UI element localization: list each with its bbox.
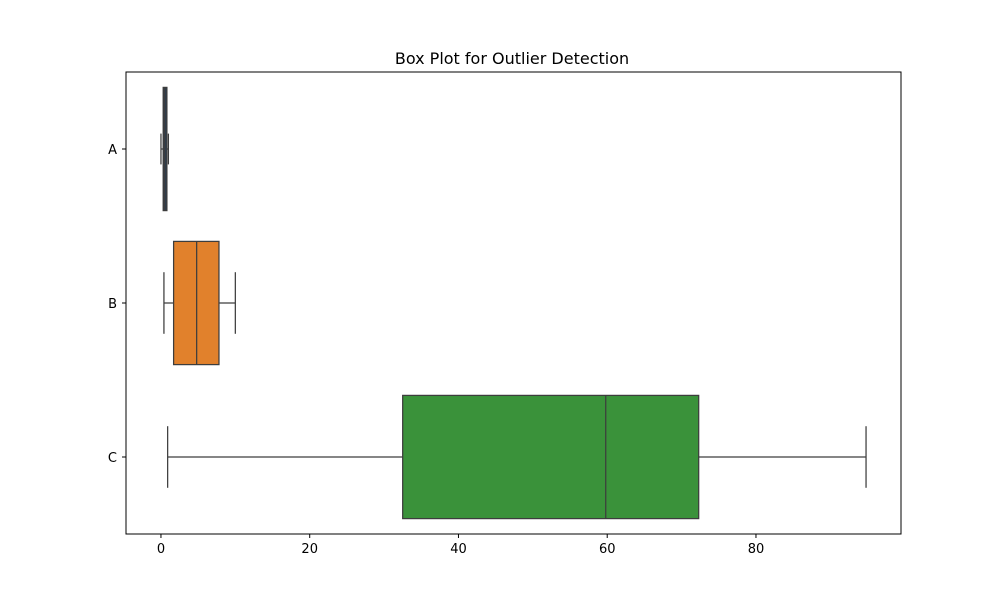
box-C bbox=[402, 394, 700, 520]
x-tick-label: 20 bbox=[301, 542, 318, 557]
axes: 0 20 40 60 80 A B C bbox=[108, 143, 764, 557]
y-tick-label: C bbox=[108, 451, 117, 466]
x-tick-label: 40 bbox=[450, 542, 467, 557]
y-tick-label: B bbox=[108, 297, 117, 312]
plot-area bbox=[160, 86, 867, 520]
y-tick-label: A bbox=[108, 143, 117, 158]
x-tick-label: 80 bbox=[748, 542, 765, 557]
x-tick-label: 60 bbox=[599, 542, 616, 557]
x-tick-label: 0 bbox=[157, 542, 165, 557]
chart-title: Box Plot for Outlier Detection bbox=[395, 49, 629, 68]
